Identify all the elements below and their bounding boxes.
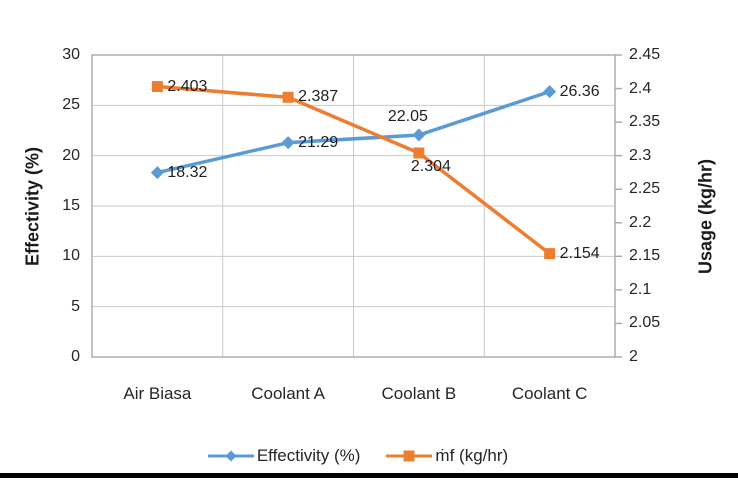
square-marker: [544, 248, 556, 260]
right-axis-tick-label: 2.25: [629, 180, 661, 198]
right-axis-tick-label: 2.45: [629, 46, 661, 63]
square-marker: [403, 450, 415, 462]
legend-item: ṁf (kg/hr): [386, 446, 508, 466]
right-axis-tick-label: 2: [629, 348, 638, 365]
left-axis-title: Effectivity (%): [22, 146, 43, 267]
right-axis-tick-label: 2.05: [629, 314, 661, 332]
data-point-label: 21.29: [298, 133, 339, 151]
data-point-label: 22.05: [387, 108, 428, 126]
bottom-border-rule: [0, 473, 738, 478]
category-label: Coolant A: [251, 384, 325, 403]
left-axis-tick-label: 20: [62, 146, 80, 164]
data-point-label: 2.304: [410, 157, 451, 175]
left-axis-tick-label: 5: [71, 297, 80, 315]
right-axis-tick-label: 2.1: [629, 280, 652, 298]
square-marker: [282, 91, 294, 103]
series-line-1: [155, 84, 552, 256]
legend-item: Effectivity (%): [207, 446, 361, 466]
square-marker: [413, 147, 425, 159]
category-label: Coolant C: [511, 384, 588, 403]
data-point-label: 2.154: [559, 244, 600, 262]
category-label: Coolant B: [381, 384, 457, 403]
legend-label: Effectivity (%): [256, 446, 361, 465]
data-point-label: 2.403: [167, 77, 208, 95]
data-point-label: 2.387: [298, 88, 339, 106]
diamond-marker: [281, 136, 295, 150]
diamond-marker: [150, 166, 164, 180]
right-axis-tick-label: 2.3: [629, 146, 652, 164]
series-line-0: [155, 89, 552, 175]
legend: Effectivity (%) ṁf (kg/hr): [0, 443, 727, 469]
right-axis-tick-label: 2.4: [629, 79, 652, 97]
left-axis-tick-label: 25: [62, 96, 80, 114]
data-point-label: 18.32: [167, 163, 208, 181]
square-marker: [151, 81, 163, 93]
category-label: Air Biasa: [123, 384, 192, 403]
legend-line-diamond-icon: [207, 450, 254, 462]
right-axis-title: Usage (kg/hr): [695, 158, 716, 275]
diamond-marker: [225, 450, 237, 462]
left-axis-tick-label: 30: [62, 46, 80, 63]
plot-border: [91, 54, 616, 358]
right-axis-tick-label: 2.15: [629, 247, 661, 265]
diamond-marker: [412, 128, 426, 142]
data-point-label: 26.36: [559, 82, 600, 100]
legend-line-square-icon: [386, 450, 433, 462]
left-axis-tick-label: 15: [62, 197, 80, 214]
right-axis-tick-label: 2.35: [629, 113, 661, 131]
left-axis-tick-label: 0: [71, 348, 80, 365]
left-axis-tick-label: 10: [62, 247, 80, 265]
legend-label: ṁf (kg/hr): [435, 446, 509, 465]
right-axis-tick-label: 2.2: [629, 213, 652, 231]
diamond-marker: [543, 85, 557, 99]
